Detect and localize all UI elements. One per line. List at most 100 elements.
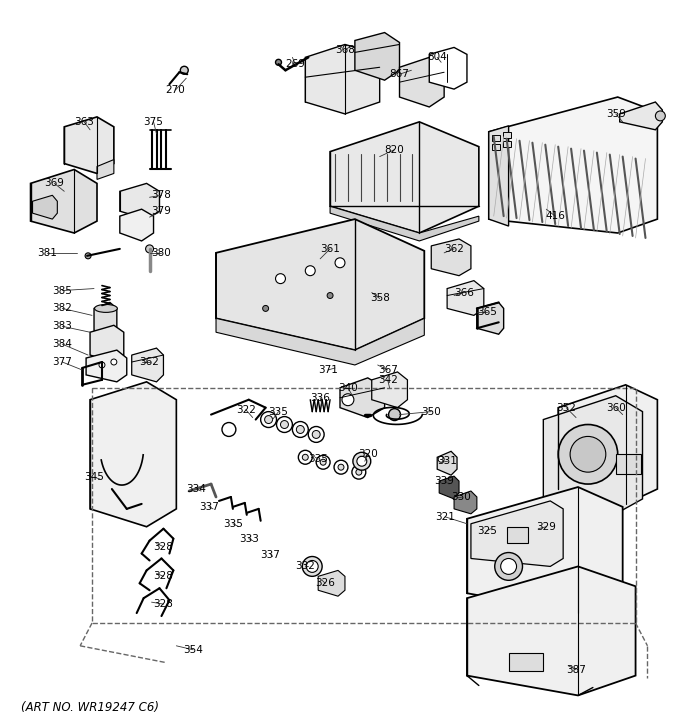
Circle shape — [334, 460, 348, 474]
Text: 328: 328 — [154, 599, 173, 609]
Polygon shape — [330, 206, 479, 241]
Text: 804: 804 — [427, 52, 447, 62]
Text: 270: 270 — [165, 85, 185, 95]
Circle shape — [85, 253, 91, 259]
Circle shape — [265, 415, 273, 423]
Circle shape — [275, 59, 282, 65]
Text: 383: 383 — [52, 321, 72, 331]
Text: 359: 359 — [606, 109, 626, 119]
Circle shape — [292, 421, 308, 437]
Polygon shape — [216, 318, 424, 365]
Bar — [503, 141, 511, 146]
Text: 339: 339 — [435, 476, 454, 486]
Polygon shape — [558, 385, 658, 504]
Polygon shape — [447, 281, 483, 315]
Text: 362: 362 — [444, 244, 464, 254]
Text: 335: 335 — [308, 455, 328, 464]
Polygon shape — [33, 195, 57, 219]
Circle shape — [308, 426, 324, 442]
Text: 322: 322 — [236, 405, 256, 415]
Polygon shape — [31, 170, 97, 233]
Circle shape — [296, 426, 304, 434]
Text: 340: 340 — [338, 383, 358, 393]
Bar — [507, 527, 528, 542]
Circle shape — [99, 362, 105, 368]
Text: 360: 360 — [606, 402, 626, 413]
Circle shape — [500, 558, 517, 574]
Circle shape — [438, 456, 444, 463]
Text: 326: 326 — [316, 579, 335, 588]
Text: 336: 336 — [310, 393, 330, 402]
Text: 330: 330 — [451, 492, 471, 502]
Text: 335: 335 — [223, 519, 243, 529]
Polygon shape — [429, 47, 467, 89]
Polygon shape — [340, 378, 385, 418]
Polygon shape — [65, 117, 114, 173]
Circle shape — [306, 560, 318, 572]
Circle shape — [656, 111, 665, 121]
Polygon shape — [619, 102, 662, 130]
Circle shape — [338, 464, 344, 471]
Text: 328: 328 — [154, 542, 173, 552]
Text: 375: 375 — [143, 117, 163, 127]
Polygon shape — [471, 501, 563, 566]
Text: 332: 332 — [295, 561, 316, 571]
Text: 321: 321 — [435, 512, 455, 522]
Text: 371: 371 — [318, 365, 338, 375]
Text: 387: 387 — [566, 665, 586, 675]
Text: 331: 331 — [437, 456, 457, 466]
Polygon shape — [439, 476, 459, 499]
Polygon shape — [94, 302, 117, 336]
Text: 362: 362 — [139, 357, 160, 367]
Text: 345: 345 — [84, 472, 104, 482]
Text: 366: 366 — [454, 288, 474, 297]
Circle shape — [356, 469, 362, 475]
Circle shape — [280, 420, 288, 428]
Circle shape — [303, 557, 322, 576]
Text: 384: 384 — [52, 339, 72, 349]
Text: 361: 361 — [320, 244, 340, 254]
Text: 820: 820 — [385, 145, 405, 154]
Circle shape — [558, 425, 617, 484]
Text: 867: 867 — [390, 69, 409, 79]
Text: 325: 325 — [477, 526, 496, 536]
Text: 337: 337 — [260, 550, 281, 560]
Circle shape — [260, 412, 277, 428]
Text: 342: 342 — [377, 375, 398, 385]
Polygon shape — [431, 239, 471, 276]
Text: 333: 333 — [239, 534, 258, 544]
Text: 354: 354 — [184, 645, 203, 655]
Text: 352: 352 — [556, 402, 576, 413]
Circle shape — [111, 359, 117, 365]
Text: 328: 328 — [154, 571, 173, 581]
Polygon shape — [400, 57, 444, 107]
Circle shape — [353, 452, 371, 471]
Circle shape — [275, 273, 286, 283]
Polygon shape — [372, 372, 407, 407]
Text: 369: 369 — [44, 178, 65, 188]
Circle shape — [335, 258, 345, 268]
Polygon shape — [120, 210, 154, 241]
Polygon shape — [90, 382, 176, 527]
Polygon shape — [330, 122, 479, 233]
Polygon shape — [97, 160, 114, 179]
Bar — [509, 652, 543, 671]
Circle shape — [303, 455, 308, 460]
Circle shape — [495, 552, 522, 580]
Bar — [503, 132, 511, 138]
Text: 377: 377 — [52, 357, 72, 367]
Circle shape — [277, 417, 292, 432]
Polygon shape — [86, 350, 126, 382]
Text: 350: 350 — [422, 407, 441, 417]
Text: 363: 363 — [74, 117, 94, 127]
Circle shape — [316, 455, 330, 469]
Circle shape — [327, 293, 333, 299]
Ellipse shape — [95, 304, 118, 312]
Text: 378: 378 — [152, 190, 171, 200]
Text: 367: 367 — [377, 365, 398, 375]
Circle shape — [299, 450, 312, 464]
Text: 385: 385 — [52, 286, 72, 296]
Polygon shape — [489, 97, 658, 233]
Circle shape — [146, 245, 154, 253]
Text: 379: 379 — [152, 206, 171, 216]
